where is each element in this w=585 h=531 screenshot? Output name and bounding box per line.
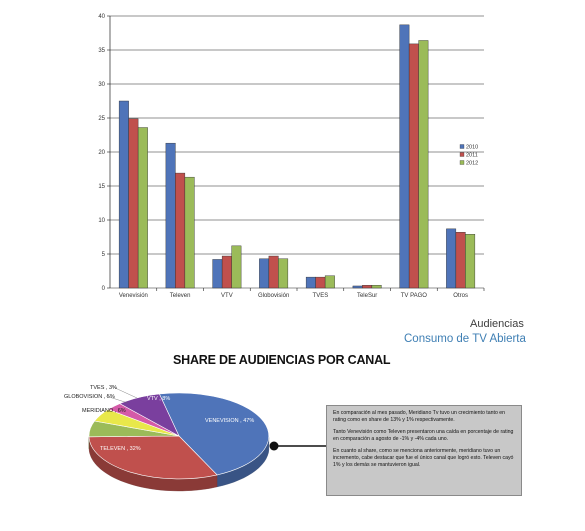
pie-slice-label: TVES , 3% [90, 385, 117, 391]
note-paragraph: En comparación al mes pasado, Meridiano … [333, 410, 506, 423]
pie-chart-labels: VENEVISION , 47% TELEVEN , 32% MERIDIANO ,… [64, 385, 254, 452]
bar-chart-legend: 2010 2011 2012 [459, 144, 478, 167]
pie-slice-label: MERIDIANO , 6% [82, 408, 126, 414]
bar-venevisión-2010 [118, 100, 129, 289]
legend-swatch [459, 144, 465, 149]
x-tick-label: TVES [313, 293, 329, 299]
y-tick-label: 0 [102, 286, 106, 292]
legend-label: 2012 [466, 161, 478, 167]
bar-globovisión-2011 [268, 255, 279, 289]
bar-otros-2011 [455, 232, 466, 289]
y-tick-label: 15 [98, 184, 105, 190]
y-tick-label: 25 [98, 116, 105, 122]
pie-leader-line [112, 386, 138, 399]
bar-tves-2012 [324, 275, 335, 289]
bar-tv-pago-2011 [408, 43, 419, 289]
bar-vtv-2011 [221, 255, 232, 289]
pie-slice-venevision [158, 392, 270, 476]
header-title: Audiencias [470, 318, 524, 330]
bar-tves-2010 [305, 276, 316, 289]
bar-globovisión-2010 [259, 258, 270, 289]
callout-dot [269, 441, 279, 451]
y-tick-label: 20 [98, 150, 105, 156]
pie-slice-label: VENEVISION , 47% [205, 418, 254, 424]
bar-chart-bars [118, 24, 476, 289]
x-tick-label: Globovisión [258, 293, 289, 299]
x-tick-label: Televen [170, 293, 191, 299]
pie-chart-slices [88, 392, 270, 480]
bar-venevisión-2011 [128, 118, 139, 289]
bar-tv-pago-2010 [399, 24, 410, 289]
pie-slice-vtv [119, 393, 180, 437]
pie-slice-televen [88, 435, 218, 480]
bar-tves-2011 [315, 276, 326, 289]
bar-tv-pago-2012 [418, 40, 429, 289]
bar-globovisión-2012 [278, 258, 289, 289]
legend-swatch [459, 152, 465, 157]
bar-televen-2010 [165, 142, 176, 289]
bar-telesur-2011 [362, 285, 373, 289]
y-tick-label: 35 [98, 48, 105, 54]
note-paragraph: Tanto Venevisión como Televen presentaro… [333, 429, 514, 442]
bar-telesur-2010 [352, 285, 363, 289]
bar-televen-2012 [184, 176, 195, 289]
pie-slice-label: GLOBOVISION , 5% [64, 394, 115, 400]
pie-slice-label: VTV , 8% [147, 396, 170, 402]
pie-leader-line [105, 395, 129, 404]
pie-slice-label: TELEVEN , 32% [100, 446, 141, 452]
legend-swatch [459, 160, 465, 165]
bar-venevisión-2012 [137, 127, 148, 289]
bar-chart-x-ticks: Venevisión Televen VTV Globovisión TVES TeleS… [119, 293, 468, 299]
note-box: En comparación al mes pasado, Meridiano … [326, 405, 522, 496]
x-tick-label: TeleSur [357, 293, 377, 299]
x-tick-label: Venevisión [119, 293, 148, 299]
bar-telesur-2012 [371, 285, 382, 289]
y-tick-label: 5 [102, 252, 106, 258]
legend-label: 2011 [466, 153, 478, 159]
x-tick-label: TV PAGO [401, 293, 428, 299]
bar-vtv-2010 [212, 259, 223, 289]
bar-otros-2012 [465, 234, 476, 289]
pie-chart: VENEVISION , 47% TELEVEN , 32% MERIDIANO ,… [64, 385, 326, 492]
header-subtitle: Consumo de TV Abierta [404, 333, 526, 345]
pie-chart-title: SHARE DE AUDIENCIAS POR CANAL [173, 353, 391, 367]
legend-label: 2010 [466, 145, 478, 151]
y-tick-label: 30 [98, 82, 105, 88]
bar-otros-2010 [446, 228, 457, 289]
y-tick-label: 10 [98, 218, 105, 224]
x-tick-label: Otros [453, 293, 468, 299]
bar-chart: 0 5 10 15 20 25 30 35 40 Venevisión Televen VTV Glo… [98, 14, 485, 299]
bar-chart-y-ticks: 0 5 10 15 20 25 30 35 40 [98, 14, 105, 292]
x-tick-label: VTV [221, 293, 233, 299]
note-paragraph: En cuanto al share, como se menciona ant… [333, 448, 514, 468]
y-tick-label: 40 [98, 14, 105, 20]
bar-televen-2011 [175, 172, 186, 289]
bar-vtv-2012 [231, 245, 242, 289]
